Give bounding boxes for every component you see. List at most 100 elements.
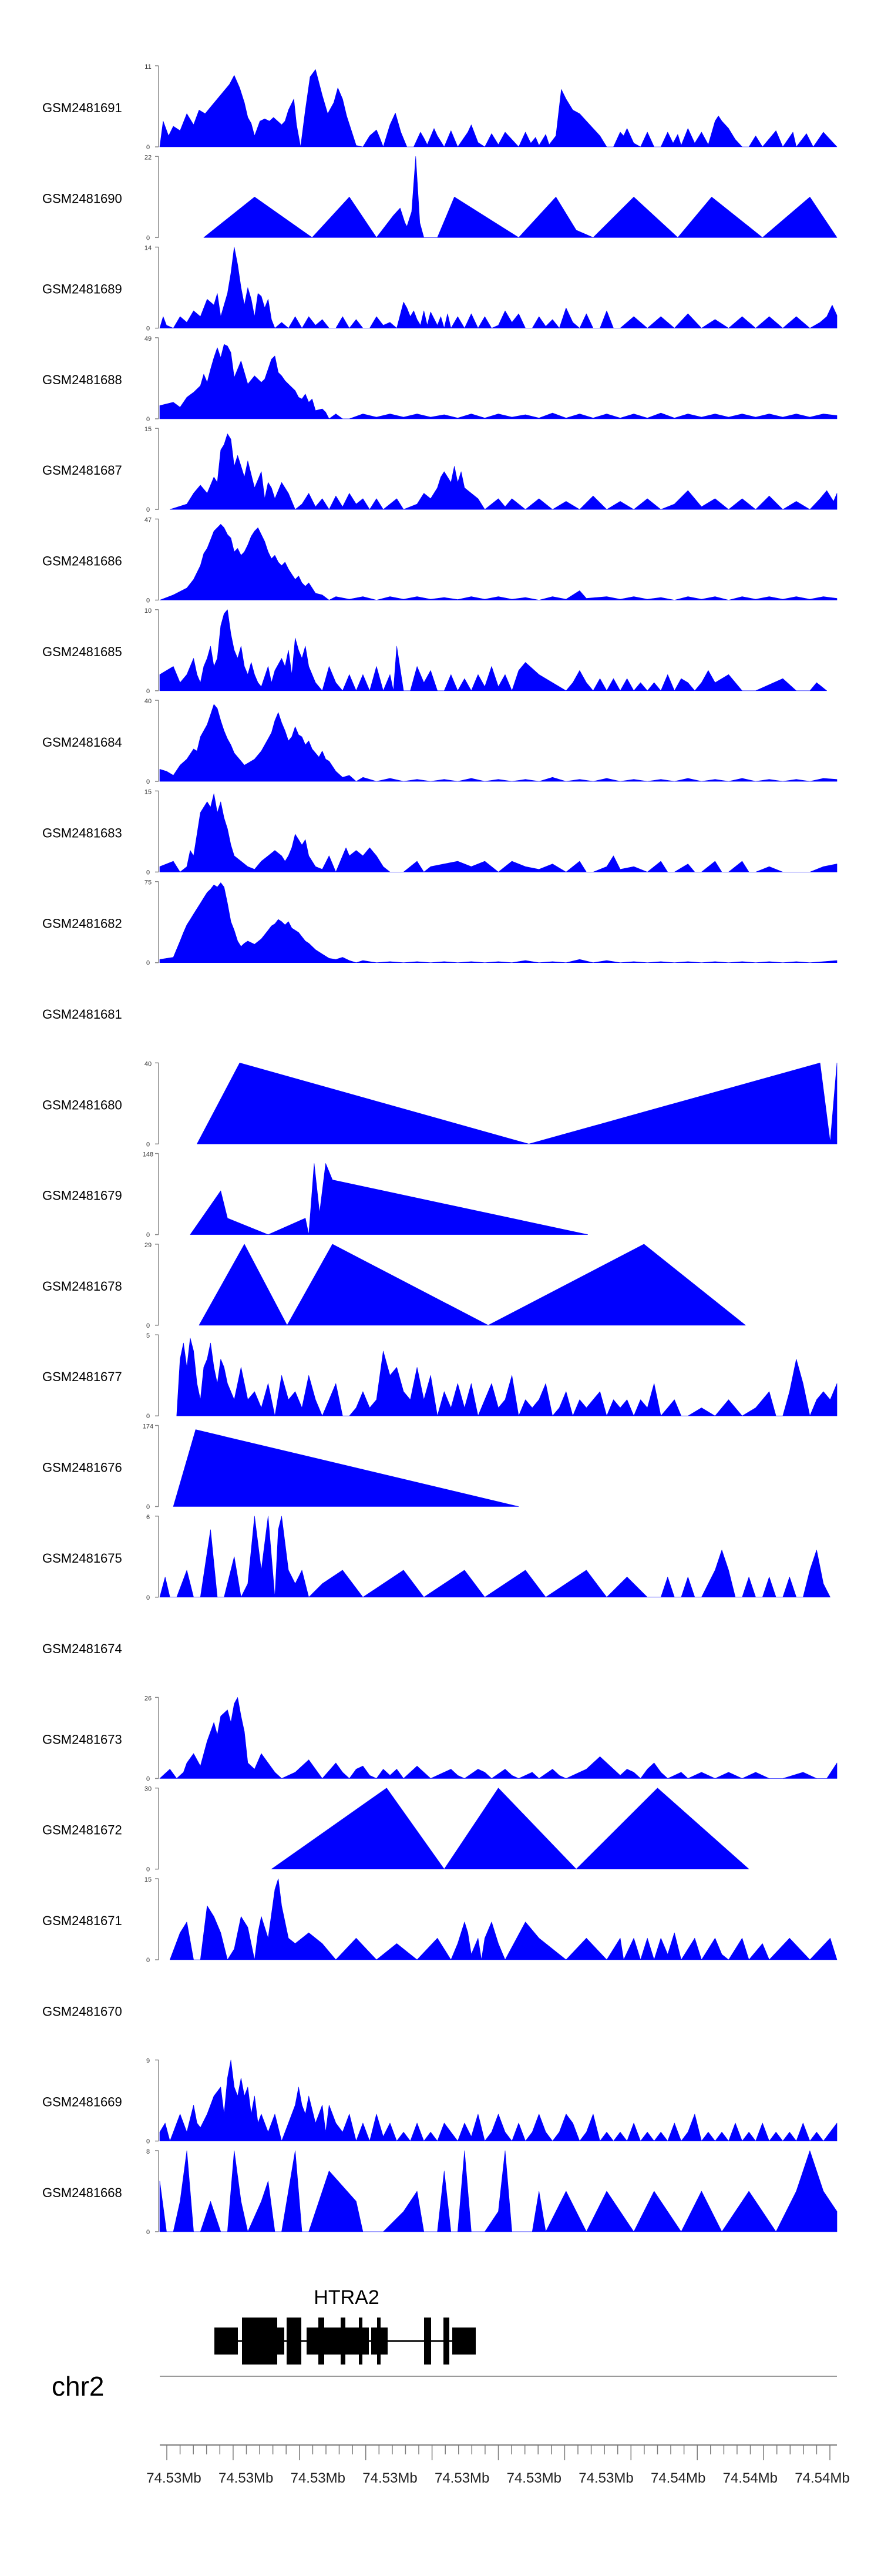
y-min-label: 0 [146,960,150,967]
y-min-label: 0 [146,1866,150,1873]
gene-exon [363,2328,369,2355]
gene-exon [341,2318,345,2365]
coverage-area [176,1338,838,1416]
y-max-label: 15 [144,788,152,795]
gene-exon [214,2328,238,2355]
y-max-label: 22 [144,154,152,161]
y-max-label: 10 [144,607,152,614]
y-min-label: 0 [146,325,150,333]
track-GSM2481686: GSM2481686 47 0 [42,517,838,604]
axis-tick-label: 74.53Mb [291,2470,345,2486]
genome-axis: 74.53Mb 74.53Mb 74.53Mb 74.53Mb 74.53Mb 74.53… [146,2444,850,2486]
y-max-label: 29 [144,1242,152,1249]
track-label: GSM2481673 [42,1732,122,1747]
y-min-label: 0 [146,2229,150,2236]
axis-tick-label: 74.53Mb [579,2470,633,2486]
gene-label: HTRA2 [314,2286,379,2309]
coverage-area [159,882,838,963]
track-label: GSM2481679 [42,1188,122,1203]
track-label: GSM2481688 [42,372,122,387]
track-GSM2481671: GSM2481671 15 0 [42,1876,838,1964]
coverage-area [199,1244,746,1326]
track-GSM2481669: GSM2481669 9 0 [42,2058,838,2145]
coverage-area [159,69,838,147]
y-min-label: 0 [146,506,150,513]
y-min-label: 0 [146,688,150,695]
coverage-area [159,1516,830,1598]
track-label: GSM2481686 [42,554,122,569]
y-max-label: 40 [144,1060,152,1067]
track-label: GSM2481682 [42,916,122,931]
coverage-area [159,793,838,872]
y-min-label: 0 [146,234,150,241]
axis-tick-label: 74.53Mb [218,2470,273,2486]
track-GSM2481670: GSM2481670 [42,2004,122,2019]
track-GSM2481688: GSM2481688 49 0 [42,335,838,423]
coverage-area [159,247,838,328]
track-label: GSM2481691 [42,100,122,115]
track-label: GSM2481671 [42,1913,122,1928]
gene-exon [359,2318,362,2365]
y-min-label: 0 [146,1594,150,1601]
track-GSM2481681: GSM2481681 [42,1007,122,1022]
track-GSM2481680: GSM2481680 40 0 [42,1060,838,1148]
axis-tick-label: 74.54Mb [795,2470,849,2486]
gene-exon [277,2328,284,2355]
axis-tick-label: 74.54Mb [723,2470,778,2486]
coverage-area [159,704,838,782]
track-label: GSM2481672 [42,1823,122,1838]
y-min-label: 0 [146,1322,150,1329]
track-label: GSM2481674 [42,1641,122,1656]
coverage-area [159,344,838,419]
track-label: GSM2481684 [42,735,122,750]
y-max-label: 11 [144,63,151,70]
y-min-label: 0 [146,1504,150,1511]
coverage-area [159,1697,838,1779]
y-min-label: 0 [146,1232,150,1239]
track-label: GSM2481689 [42,282,122,297]
y-min-label: 0 [146,416,150,423]
gene-exon [443,2318,449,2365]
y-min-label: 0 [146,144,150,151]
y-min-label: 0 [146,778,150,785]
track-GSM2481672: GSM2481672 30 0 [42,1786,749,1873]
track-GSM2481682: GSM2481682 75 0 [42,879,838,967]
coverage-area [203,156,838,238]
track-GSM2481685: GSM2481685 10 0 [42,607,827,695]
coverage-area [197,1063,838,1144]
track-label: GSM2481670 [42,2004,122,2019]
coverage-tracks: GSM2481691110GSM2481690220GSM2481689140G… [42,63,838,2236]
gene-exon [307,2328,318,2355]
y-max-label: 30 [144,1786,152,1793]
coverage-area [159,609,827,691]
track-GSM2481675: GSM2481675 6 0 [42,1514,830,1601]
track-GSM2481677: GSM2481677 5 0 [42,1332,838,1420]
gene-exon [377,2318,381,2365]
y-max-label: 40 [144,698,152,705]
coverage-area [170,1878,838,1960]
y-max-label: 15 [144,1876,152,1883]
track-label: GSM2481678 [42,1279,122,1294]
y-max-label: 9 [146,2058,150,2065]
y-max-label: 148 [143,1151,153,1158]
axis-tick-label: 74.54Mb [651,2470,705,2486]
chromosome-label: chr2 [52,2371,104,2402]
track-label: GSM2481687 [42,463,122,478]
coverage-area [173,1429,519,1507]
axis-tick-label: 74.53Mb [507,2470,561,2486]
gene-exon [287,2318,301,2365]
y-min-label: 0 [146,1413,150,1420]
y-max-label: 75 [144,879,152,886]
track-label: GSM2481683 [42,825,122,840]
track-label: GSM2481681 [42,1007,122,1022]
track-GSM2481691: GSM2481691 11 0 [42,63,838,151]
coverage-area [271,1788,749,1869]
y-max-label: 26 [144,1695,152,1702]
track-GSM2481679: GSM2481679 148 0 [42,1151,588,1239]
track-GSM2481678: GSM2481678 29 0 [42,1242,746,1329]
track-label: GSM2481676 [42,1460,122,1475]
y-min-label: 0 [146,1957,150,1964]
track-label: GSM2481675 [42,1551,122,1566]
y-max-label: 8 [146,2148,150,2155]
